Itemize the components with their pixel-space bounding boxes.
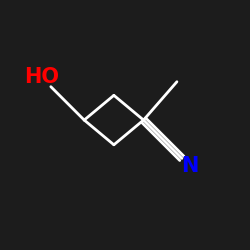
Text: N: N <box>181 156 198 176</box>
Text: HO: HO <box>24 67 59 87</box>
